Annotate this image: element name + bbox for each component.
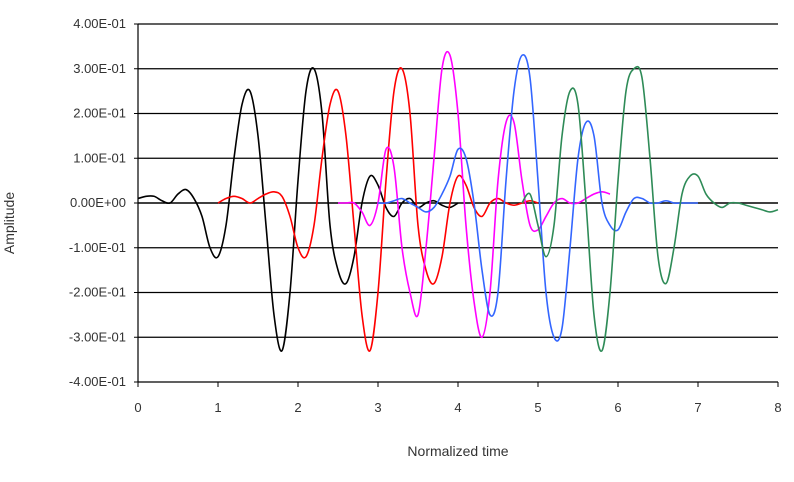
x-tick-label: 5 — [534, 400, 541, 415]
x-tick-label: 1 — [214, 400, 221, 415]
x-tick-label: 4 — [454, 400, 461, 415]
y-tick-label: 0.00E+00 — [70, 195, 126, 210]
y-axis-title: Amplitude — [1, 192, 17, 254]
x-axis-title: Normalized time — [407, 443, 508, 459]
gridlines — [138, 23, 778, 338]
x-tick-label: 6 — [614, 400, 621, 415]
y-tick-label: -3.00E-01 — [69, 329, 126, 344]
y-tick-label: -1.00E-01 — [69, 240, 126, 255]
x-tick-labels: 0 1 2 3 4 5 6 7 8 — [134, 400, 781, 415]
y-tick-label: 2.00E-01 — [73, 106, 126, 121]
series-line-4 — [377, 53, 698, 342]
y-tick-label: 3.00E-01 — [73, 61, 126, 76]
x-tick-label: 0 — [134, 400, 141, 415]
y-tick-label: 4.00E-01 — [73, 16, 126, 31]
y-tick-labels: 4.00E-01 3.00E-01 2.00E-01 1.00E-01 0.00E+00… — [69, 16, 126, 389]
x-tick-label: 7 — [694, 400, 701, 415]
x-tick-label: 3 — [374, 400, 381, 415]
x-tick-label: 8 — [774, 400, 781, 415]
series-lines — [137, 50, 779, 353]
x-tick-label: 2 — [294, 400, 301, 415]
series-line-3 — [338, 50, 611, 339]
series-line-5 — [521, 65, 779, 353]
axes — [134, 23, 779, 387]
series-line-1 — [137, 67, 459, 352]
series-line-2 — [217, 67, 539, 352]
y-tick-label: 1.00E-01 — [73, 150, 126, 165]
y-tick-label: -2.00E-01 — [69, 285, 126, 300]
y-tick-label: -4.00E-01 — [69, 374, 126, 389]
